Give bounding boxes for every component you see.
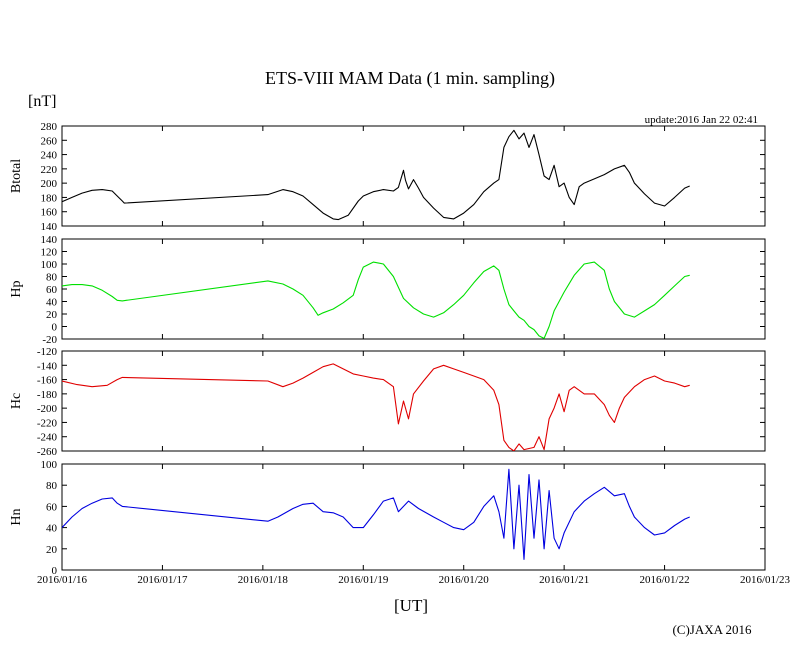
y-tick-label: 60: [46, 501, 58, 513]
y-tick-label: 180: [41, 192, 58, 204]
panel-frame: [61, 125, 766, 227]
panel-hn: 0 20 40 60 80 100 Hn: [9, 459, 766, 577]
x-tick-label: 2016/01/22: [640, 574, 690, 586]
y-tick-label: 0: [52, 565, 58, 577]
y-tick-label: 220: [41, 164, 58, 176]
panel-frame: [61, 463, 766, 571]
x-tick-label: 2016/01/23: [740, 574, 791, 586]
y-tick-label: 240: [41, 150, 58, 162]
y-tick-label: 260: [41, 135, 58, 147]
y-tick-label: 40: [46, 297, 58, 309]
y-tick-label: 60: [46, 284, 58, 296]
y-tick-label: 120: [41, 247, 58, 259]
y-tick-label: 20: [46, 309, 58, 321]
y-tick-label: 0: [52, 322, 58, 334]
y-tick-label: 40: [46, 523, 58, 535]
y-tick-label: 100: [41, 459, 58, 471]
series-line-btotal: [62, 129, 690, 221]
y-tick-label: 140: [41, 221, 58, 233]
x-tick-label: 2016/01/16: [37, 574, 88, 586]
y-tick-label: 80: [46, 272, 58, 284]
y-unit-label: [nT]: [28, 93, 56, 110]
x-axis-ticks: 2016/01/16 2016/01/17 2016/01/18 2016/01/19…: [37, 574, 791, 586]
update-timestamp: update:2016 Jan 22 02:41: [645, 114, 758, 126]
y-tick-label: -180: [37, 389, 58, 401]
panel-frame: [61, 350, 766, 452]
y-tick-label: -240: [37, 432, 58, 444]
panel-frame: [61, 238, 766, 340]
panel-label-hc: Hc: [9, 393, 24, 409]
panel-label-hn: Hn: [9, 508, 24, 525]
chart-title: ETS-VIII MAM Data (1 min. sampling): [265, 68, 555, 89]
y-tick-label: -120: [37, 346, 58, 358]
panel-btotal: 140 160 180 200 220 240 260 280 Btotal: [9, 121, 766, 233]
y-tick-label: -260: [37, 446, 58, 458]
y-tick-label: 80: [46, 480, 58, 492]
y-tick-label: 280: [41, 121, 58, 133]
x-tick-label: 2016/01/21: [539, 574, 589, 586]
x-tick-label: 2016/01/17: [137, 574, 188, 586]
copyright-credit: (C)JAXA 2016: [672, 622, 752, 637]
y-tick-label: -220: [37, 417, 58, 429]
series-line-hc: [62, 363, 690, 451]
x-tick-label: 2016/01/19: [338, 574, 389, 586]
y-tick-label: -140: [37, 360, 58, 372]
panel-label-hp: Hp: [9, 280, 24, 297]
y-tick-label: 160: [41, 207, 58, 219]
y-tick-label: -200: [37, 403, 58, 415]
panel-hc: -260 -240 -220 -200 -180 -160 -140 -120 Hc: [9, 346, 766, 458]
chart-panels: 140160180200220240260280Btotal-200204060…: [9, 121, 766, 577]
y-tick-label: 100: [41, 259, 58, 271]
x-tick-label: 2016/01/18: [238, 574, 289, 586]
y-tick-label: 200: [41, 178, 58, 190]
y-tick-label: 20: [46, 544, 58, 556]
y-tick-label: -160: [37, 375, 58, 387]
panel-label-btotal: Btotal: [9, 159, 24, 193]
x-tick-label: 2016/01/20: [439, 574, 490, 586]
y-tick-label: 140: [41, 234, 58, 246]
y-tick-label: -20: [42, 334, 57, 346]
series-line-hn: [62, 468, 690, 560]
x-axis-label: [UT]: [394, 596, 428, 615]
series-line-hp: [62, 261, 690, 339]
